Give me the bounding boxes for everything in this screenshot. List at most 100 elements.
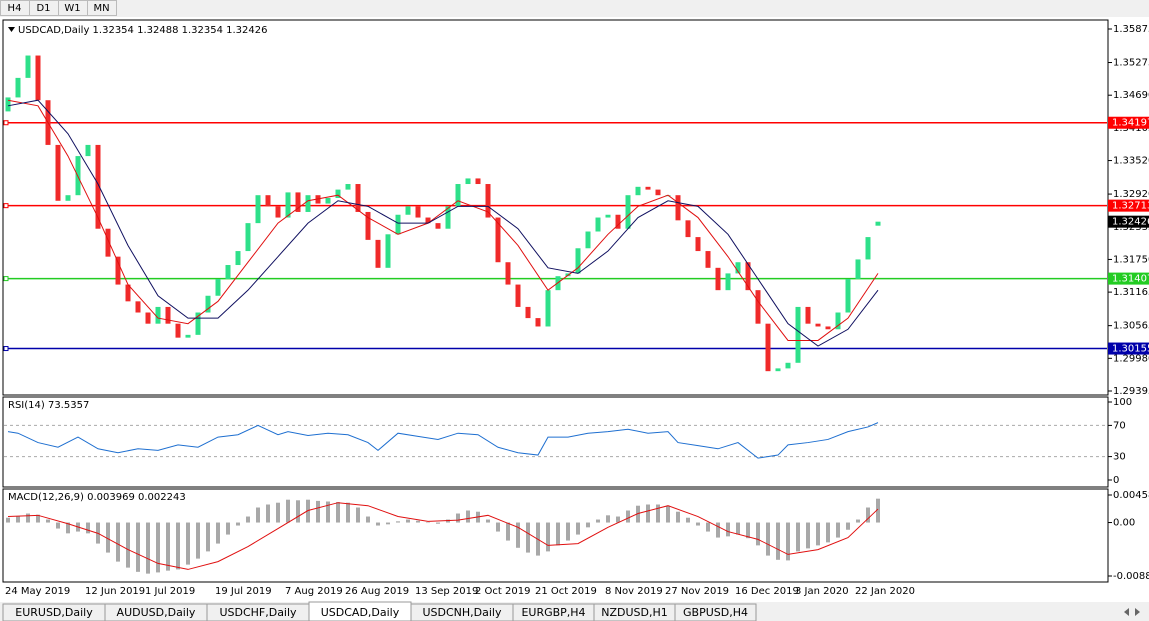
macd-bar bbox=[586, 522, 590, 528]
level-handle[interactable] bbox=[3, 203, 9, 209]
indicator-line bbox=[7, 502, 879, 570]
timeframe-label: D1 bbox=[36, 3, 50, 14]
candle bbox=[615, 214, 621, 229]
macd-bar bbox=[576, 522, 580, 535]
level-price-label: 1.34197 bbox=[1112, 118, 1149, 129]
chart-menu-arrow[interactable] bbox=[8, 27, 15, 32]
y-tick-label: 1.31750 bbox=[1113, 254, 1149, 265]
symbol-tab-label: USDCHF,Daily bbox=[219, 606, 297, 619]
indicator-line bbox=[7, 422, 879, 459]
candle bbox=[485, 184, 491, 218]
candle bbox=[765, 323, 771, 372]
macd-bar bbox=[686, 517, 690, 523]
x-tick-label: 7 Aug 2019 bbox=[285, 586, 343, 597]
candle bbox=[345, 184, 351, 190]
macd-bar bbox=[656, 504, 660, 523]
timeframe-tab[interactable] bbox=[87, 0, 117, 16]
macd-bar bbox=[376, 522, 380, 526]
macd-bar bbox=[276, 502, 280, 523]
level-handle[interactable] bbox=[3, 276, 9, 282]
candle bbox=[825, 326, 831, 330]
candle bbox=[705, 251, 711, 268]
macd-bar bbox=[106, 522, 110, 553]
y-tick-label: 1.30565 bbox=[1113, 321, 1149, 332]
y-tick-label: 0.004581 bbox=[1113, 490, 1149, 501]
x-tick-label: 26 Aug 2019 bbox=[345, 586, 409, 597]
macd-bar bbox=[506, 522, 510, 541]
last-price-box bbox=[1108, 215, 1149, 228]
macd-bar bbox=[646, 504, 650, 523]
macd-bar bbox=[316, 500, 320, 523]
macd-bar bbox=[416, 520, 420, 523]
macd-bar bbox=[396, 521, 400, 523]
tab-scroll-arrows[interactable] bbox=[1124, 608, 1140, 616]
macd-bar bbox=[776, 522, 780, 560]
symbol-tab-label: EURUSD,Daily bbox=[15, 606, 93, 619]
indicator-line bbox=[7, 99, 879, 347]
macd-bar bbox=[146, 522, 150, 574]
level-price-box bbox=[1108, 342, 1149, 355]
macd-bar bbox=[796, 522, 800, 552]
macd-bar bbox=[666, 505, 670, 523]
macd-bar bbox=[226, 522, 230, 535]
candle bbox=[445, 206, 451, 229]
candle bbox=[455, 184, 461, 207]
candle bbox=[175, 323, 181, 338]
candle bbox=[55, 144, 61, 201]
candle bbox=[425, 217, 431, 224]
macd-bar bbox=[56, 522, 60, 529]
macd-bar bbox=[786, 522, 790, 561]
y-tick-label: 100 bbox=[1113, 397, 1132, 408]
macd-bar bbox=[716, 522, 720, 538]
timeframe-label: MN bbox=[93, 3, 109, 14]
macd-bar bbox=[386, 522, 390, 525]
macd-bar bbox=[766, 522, 770, 556]
level-price-label: 1.31407 bbox=[1112, 274, 1149, 285]
candle bbox=[405, 206, 411, 215]
candle bbox=[605, 214, 611, 218]
macd-panel bbox=[2, 488, 1109, 583]
macd-bar bbox=[156, 522, 160, 573]
macd-bar bbox=[756, 522, 760, 546]
macd-bar bbox=[556, 522, 560, 546]
candle bbox=[115, 256, 121, 285]
candle bbox=[435, 223, 441, 229]
macd-bar bbox=[806, 522, 810, 549]
candle bbox=[835, 312, 841, 330]
y-tick-label: 1.29395 bbox=[1113, 386, 1149, 397]
macd-bar bbox=[66, 522, 70, 534]
x-tick-label: 12 Jun 2019 bbox=[85, 586, 145, 597]
macd-bar bbox=[296, 500, 300, 523]
macd-bar bbox=[116, 522, 120, 562]
candle bbox=[135, 301, 141, 313]
level-price-label: 1.32713 bbox=[1112, 201, 1149, 212]
macd-bar bbox=[866, 507, 870, 523]
symbol-tab-label: GBPUSD,H4 bbox=[683, 606, 748, 619]
macd-bar bbox=[746, 522, 750, 539]
macd-bar bbox=[176, 522, 180, 570]
macd-bar bbox=[856, 519, 860, 523]
macd-bar bbox=[266, 504, 270, 523]
symbol-tab[interactable] bbox=[674, 603, 757, 621]
level-price-box bbox=[1108, 272, 1149, 285]
candle bbox=[255, 195, 261, 224]
indicator-line bbox=[7, 99, 879, 341]
candle bbox=[475, 178, 481, 185]
timeframe-label: W1 bbox=[64, 3, 80, 14]
level-handle[interactable] bbox=[3, 346, 9, 352]
macd-bar bbox=[236, 522, 240, 526]
candle bbox=[395, 214, 401, 235]
macd-bar bbox=[496, 522, 500, 532]
candle bbox=[635, 186, 641, 196]
candle bbox=[15, 77, 21, 98]
symbol-tab-label: NZDUSD,H1 bbox=[601, 606, 668, 619]
macd-bar bbox=[846, 522, 850, 530]
rsi-panel bbox=[2, 396, 1109, 488]
x-tick-label: 16 Dec 2019 bbox=[735, 586, 799, 597]
candle bbox=[795, 306, 801, 363]
macd-bar bbox=[486, 519, 490, 523]
level-handle[interactable] bbox=[3, 120, 9, 126]
macd-bar bbox=[596, 519, 600, 523]
macd-bar bbox=[46, 519, 50, 523]
macd-bar bbox=[446, 519, 450, 523]
